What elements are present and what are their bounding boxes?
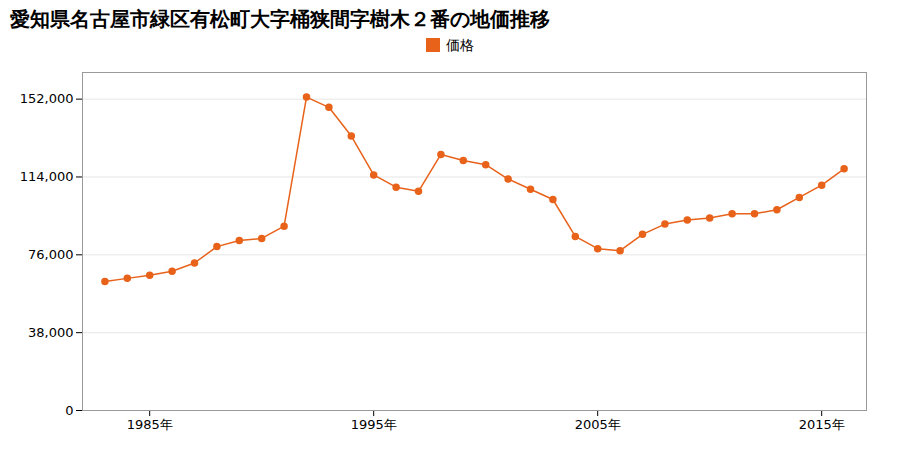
svg-text:38,000: 38,000: [28, 325, 74, 340]
svg-text:2005年: 2005年: [575, 417, 621, 432]
html-text:価格: 価格: [446, 37, 474, 53]
svg-text:1995年: 1995年: [351, 417, 397, 432]
svg-text:1985年: 1985年: [127, 417, 173, 432]
svg-text:114,000: 114,000: [20, 169, 74, 184]
html-text:愛知県名古屋市緑区有松町大字桶狭間字樹木２番の地価推移: 愛知県名古屋市緑区有松町大字桶狭間字樹木２番の地価推移: [10, 7, 550, 31]
svg-text:152,000: 152,000: [20, 91, 74, 106]
svg-text:76,000: 76,000: [28, 247, 74, 262]
svg-text:0: 0: [65, 403, 73, 418]
svg-text:2015年: 2015年: [799, 417, 845, 432]
